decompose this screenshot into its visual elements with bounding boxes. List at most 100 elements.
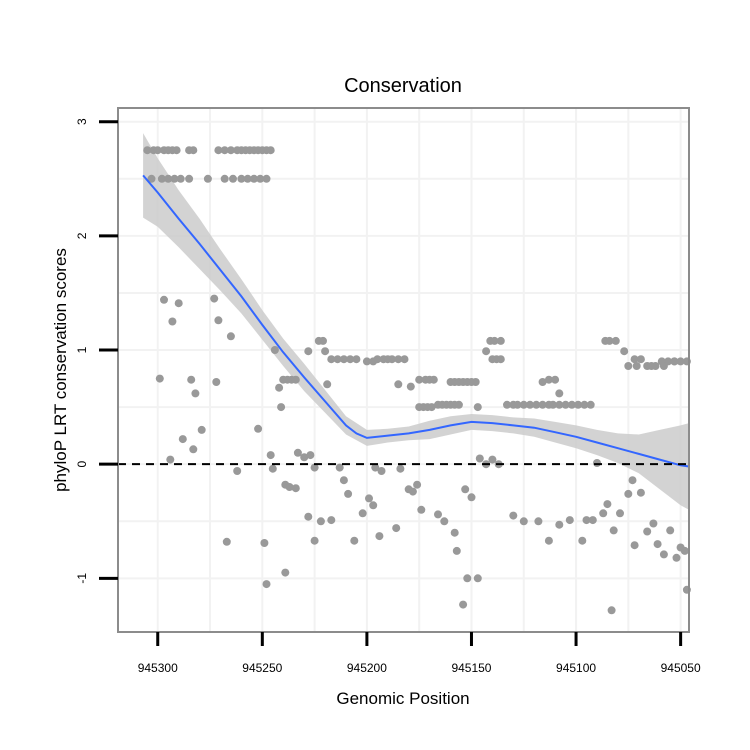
data-point (346, 355, 355, 364)
data-point (496, 336, 505, 345)
data-point (185, 174, 194, 183)
data-point (371, 463, 380, 472)
axes: 945300 945250 945200 945150 945100 945050 -1 0 1… (75, 118, 701, 675)
data-point (166, 455, 175, 464)
data-point (375, 532, 384, 541)
data-point (197, 425, 206, 434)
data-point (392, 524, 401, 533)
data-point (396, 464, 405, 473)
data-point (408, 487, 417, 496)
data-point (352, 355, 361, 364)
data-point (413, 480, 422, 489)
data-point (519, 517, 528, 526)
data-point (254, 424, 263, 433)
data-point (475, 454, 484, 463)
data-point (628, 476, 637, 485)
y-tick-label: 2 (75, 232, 89, 239)
data-point (266, 451, 275, 460)
data-point (233, 467, 242, 475)
data-point (157, 174, 166, 183)
data-point (377, 467, 386, 475)
data-point (440, 517, 449, 526)
data-point (339, 476, 348, 485)
data-point (459, 600, 468, 609)
data-point (335, 463, 344, 472)
data-point (226, 332, 235, 341)
data-point (659, 362, 668, 370)
data-point (607, 606, 616, 615)
data-point (350, 536, 359, 545)
data-point (291, 375, 300, 384)
plot-panel-background (118, 108, 689, 632)
data-point (285, 483, 294, 491)
data-point (291, 484, 300, 493)
data-point (316, 517, 325, 526)
data-point (599, 509, 608, 518)
data-point (365, 494, 373, 503)
data-point (513, 400, 522, 409)
data-point (555, 520, 564, 529)
data-point (544, 375, 553, 384)
x-tick-label: 945100 (556, 661, 596, 675)
data-point (310, 463, 319, 472)
x-tick-label: 945250 (242, 661, 282, 675)
data-point (574, 400, 583, 409)
data-point (358, 509, 367, 518)
confidence-ribbon (143, 133, 690, 510)
data-point (339, 355, 348, 364)
data-point (153, 146, 162, 155)
data-point (586, 400, 595, 409)
data-point (373, 355, 382, 364)
data-point (538, 400, 547, 409)
data-point (394, 355, 403, 364)
confidence-ribbon-layer (143, 133, 690, 510)
data-point (191, 389, 200, 398)
data-point (488, 455, 497, 464)
data-point (609, 526, 618, 535)
data-point (400, 355, 409, 364)
data-point (461, 485, 470, 494)
data-point (636, 488, 645, 497)
data-point (174, 299, 183, 308)
data-point (147, 174, 156, 183)
data-point (620, 347, 629, 356)
data-point (538, 378, 547, 386)
data-point (189, 445, 198, 454)
data-point (544, 536, 553, 545)
data-point (643, 527, 652, 536)
data-point (250, 174, 258, 183)
x-axis-label: Genomic Position (336, 689, 469, 708)
data-point (170, 174, 179, 183)
data-point (636, 355, 645, 364)
data-point (270, 346, 279, 354)
data-point (593, 459, 601, 467)
data-point (676, 357, 685, 366)
data-point (666, 526, 675, 535)
y-tick-label: -1 (75, 573, 89, 584)
data-point (260, 539, 269, 547)
data-point (369, 501, 378, 510)
data-point (319, 336, 327, 345)
data-point (226, 146, 235, 155)
data-point (160, 295, 168, 304)
data-point (603, 500, 612, 509)
data-point (243, 174, 252, 183)
data-point (275, 383, 284, 392)
data-point (237, 174, 246, 183)
data-point (327, 516, 336, 525)
data-point (611, 336, 620, 345)
data-point (605, 336, 614, 345)
data-point (450, 528, 459, 537)
data-point (203, 174, 212, 183)
data-point (222, 537, 231, 546)
data-point (172, 146, 181, 155)
data-point (394, 380, 403, 389)
data-point (434, 510, 442, 519)
data-point (630, 541, 639, 550)
data-point (565, 516, 574, 525)
data-point (256, 174, 265, 183)
data-point (266, 146, 275, 155)
data-point (293, 448, 302, 457)
data-point (632, 362, 641, 370)
data-point (555, 389, 564, 398)
